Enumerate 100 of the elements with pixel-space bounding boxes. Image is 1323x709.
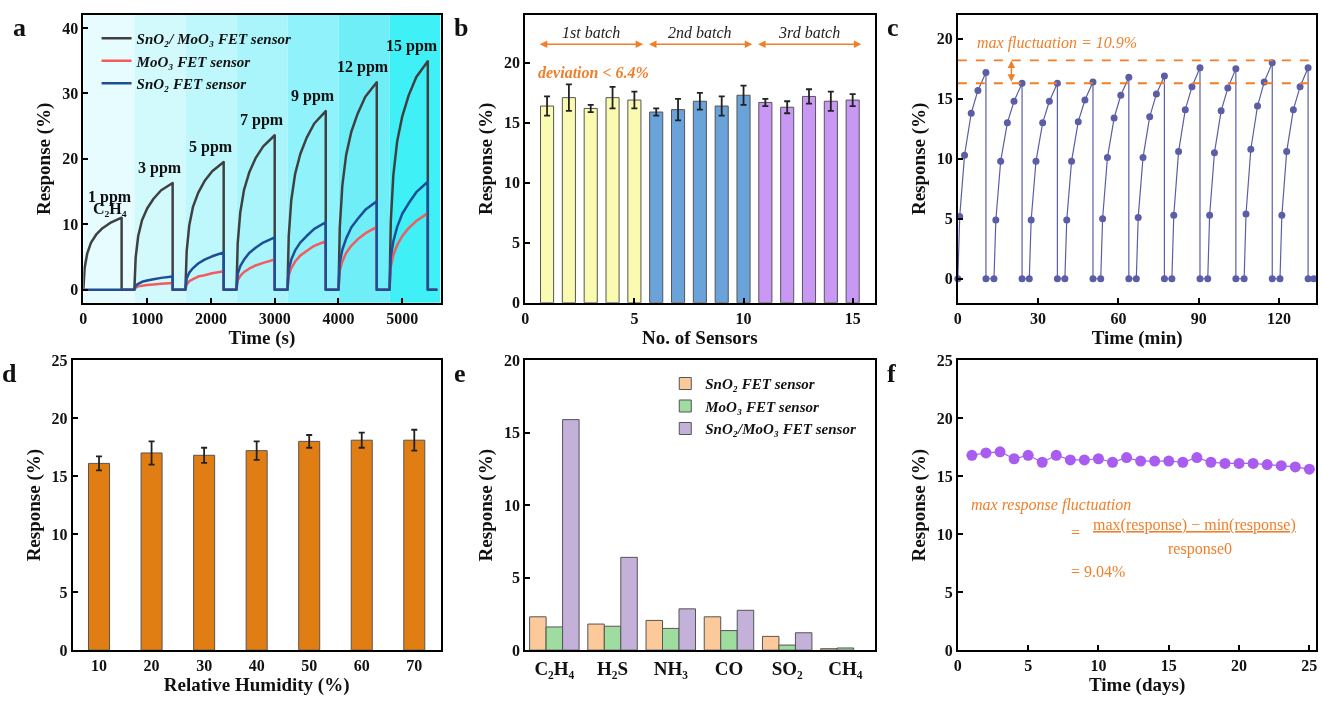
y-axis-title: Response (%) bbox=[908, 102, 930, 216]
x-tick-label: 2000 bbox=[194, 309, 227, 327]
y-tick-label: 0 bbox=[70, 281, 79, 299]
chart-title: b bbox=[454, 13, 469, 42]
x-tick-label: CH₄ bbox=[828, 657, 863, 679]
x-tick-label: 40 bbox=[248, 657, 265, 675]
y-axis-title: Response (%) bbox=[22, 448, 45, 562]
x-tick-label: 90 bbox=[1190, 309, 1207, 327]
y-tick-label: 10 bbox=[936, 150, 953, 168]
y-tick-label: 5 bbox=[512, 234, 521, 252]
x-tick-label: 20 bbox=[1231, 657, 1248, 675]
x-tick-label: 20 bbox=[143, 657, 160, 675]
annotation: 7 ppm bbox=[240, 111, 284, 129]
chart-title: d bbox=[2, 359, 17, 388]
y-tick-label: 40 bbox=[62, 19, 79, 37]
annotation: response0 bbox=[1168, 540, 1232, 558]
y-tick-label: 10 bbox=[51, 525, 68, 543]
legend-label: SnO₂/ MoO₃ FET sensor bbox=[136, 31, 291, 48]
legend-label: MoO₃ FET sensor bbox=[135, 53, 251, 70]
y-tick-label: 0 bbox=[59, 641, 68, 659]
y-tick-label: 15 bbox=[936, 467, 953, 485]
y-tick-label: 20 bbox=[504, 351, 521, 369]
legend-label: MoO₃ FET sensor bbox=[704, 398, 820, 415]
annotation: 3 ppm bbox=[138, 159, 182, 177]
x-axis-title: Relative Humidity (%) bbox=[163, 674, 350, 697]
y-tick-label: 20 bbox=[504, 54, 521, 72]
x-tick-label: CO bbox=[714, 657, 744, 679]
y-tick-label: 0 bbox=[944, 641, 953, 659]
x-tick-label: 10 bbox=[735, 309, 752, 327]
y-axis-title: Response (%) bbox=[475, 102, 498, 216]
x-tick-label: 5 bbox=[630, 309, 639, 327]
x-tick-label: NH₃ bbox=[653, 657, 689, 679]
x-tick-label: C₂H₄ bbox=[534, 657, 575, 679]
chart-title: f bbox=[887, 359, 896, 388]
x-tick-label: 15 bbox=[844, 309, 861, 327]
x-tick-label: 70 bbox=[406, 657, 423, 675]
annotation: 3rd batch bbox=[778, 24, 841, 41]
y-tick-label: 10 bbox=[504, 174, 521, 192]
x-tick-label: 30 bbox=[196, 657, 213, 675]
x-tick-label: 50 bbox=[301, 657, 318, 675]
x-tick-label: SO₂ bbox=[771, 657, 803, 679]
x-tick-label: 30 bbox=[1030, 309, 1047, 327]
x-tick-label: 4000 bbox=[322, 309, 355, 327]
y-axis-title: Response (%) bbox=[908, 448, 930, 562]
y-tick-label: 20 bbox=[51, 409, 68, 427]
x-tick-label: 10 bbox=[1090, 657, 1107, 675]
y-tick-label: 0 bbox=[512, 294, 521, 312]
y-tick-label: 0 bbox=[512, 641, 521, 659]
x-tick-label: 10 bbox=[91, 657, 108, 675]
x-tick-label: H₂S bbox=[597, 657, 629, 679]
y-tick-label: 10 bbox=[936, 525, 953, 543]
chart-title: e bbox=[454, 359, 466, 388]
annotation: deviation < 6.4% bbox=[538, 64, 649, 81]
annotation: 9 ppm bbox=[291, 87, 335, 105]
x-tick-label: 120 bbox=[1266, 309, 1291, 327]
annotation: 12 ppm bbox=[337, 58, 389, 76]
y-tick-label: 5 bbox=[512, 569, 521, 587]
legend-label: SnO₂ FET sensor bbox=[136, 76, 247, 93]
y-tick-label: 15 bbox=[504, 114, 521, 132]
y-tick-label: 15 bbox=[936, 90, 953, 108]
x-axis-title: Time (days) bbox=[1089, 674, 1186, 697]
x-tick-label: 5 bbox=[1024, 657, 1033, 675]
y-tick-label: 15 bbox=[51, 467, 68, 485]
annotation: 2nd batch bbox=[668, 24, 732, 41]
legend-label: SnO₂ FET sensor bbox=[705, 376, 815, 393]
x-tick-label: 3000 bbox=[258, 309, 291, 327]
x-axis-title: Time (min) bbox=[1091, 326, 1183, 349]
legend-label: SnO₂/MoO₃ FET sensor bbox=[705, 421, 856, 438]
x-tick-label: 5000 bbox=[386, 309, 419, 327]
annotation: max(response) − min(response) bbox=[1093, 516, 1296, 534]
annotation: 15 ppm bbox=[386, 37, 438, 55]
y-tick-label: 20 bbox=[936, 30, 953, 48]
annotation: 1st batch bbox=[562, 24, 621, 41]
chart-title: a bbox=[13, 13, 26, 42]
y-tick-label: 20 bbox=[62, 150, 79, 168]
y-tick-label: 5 bbox=[944, 583, 953, 601]
x-axis-title: Time (s) bbox=[228, 326, 296, 349]
y-tick-label: 30 bbox=[62, 85, 79, 102]
y-tick-label: 25 bbox=[51, 351, 68, 369]
x-tick-label: 1000 bbox=[131, 309, 164, 327]
y-tick-label: 25 bbox=[936, 351, 953, 369]
y-tick-label: 20 bbox=[936, 409, 953, 427]
x-tick-label: 60 bbox=[1110, 309, 1127, 327]
annotation: = bbox=[1071, 524, 1081, 541]
annotation: max fluctuation = 10.9% bbox=[977, 34, 1138, 52]
y-tick-label: 15 bbox=[504, 424, 521, 442]
x-tick-label: 15 bbox=[1160, 657, 1177, 675]
y-tick-label: 10 bbox=[62, 215, 79, 233]
y-tick-label: 0 bbox=[944, 270, 953, 288]
y-tick-label: 5 bbox=[59, 583, 68, 601]
annotation: max response fluctuation bbox=[971, 496, 1132, 514]
x-tick-label: 25 bbox=[1301, 657, 1318, 675]
annotation: = 9.04% bbox=[1071, 563, 1126, 580]
y-axis-title: Response (%) bbox=[475, 448, 498, 562]
chart-title: c bbox=[887, 13, 899, 42]
annotation: 5 ppm bbox=[189, 138, 233, 156]
y-tick-label: 10 bbox=[504, 496, 521, 514]
x-tick-label: 60 bbox=[353, 657, 370, 675]
y-axis-title: Response (%) bbox=[33, 102, 56, 216]
y-tick-label: 5 bbox=[944, 210, 953, 228]
